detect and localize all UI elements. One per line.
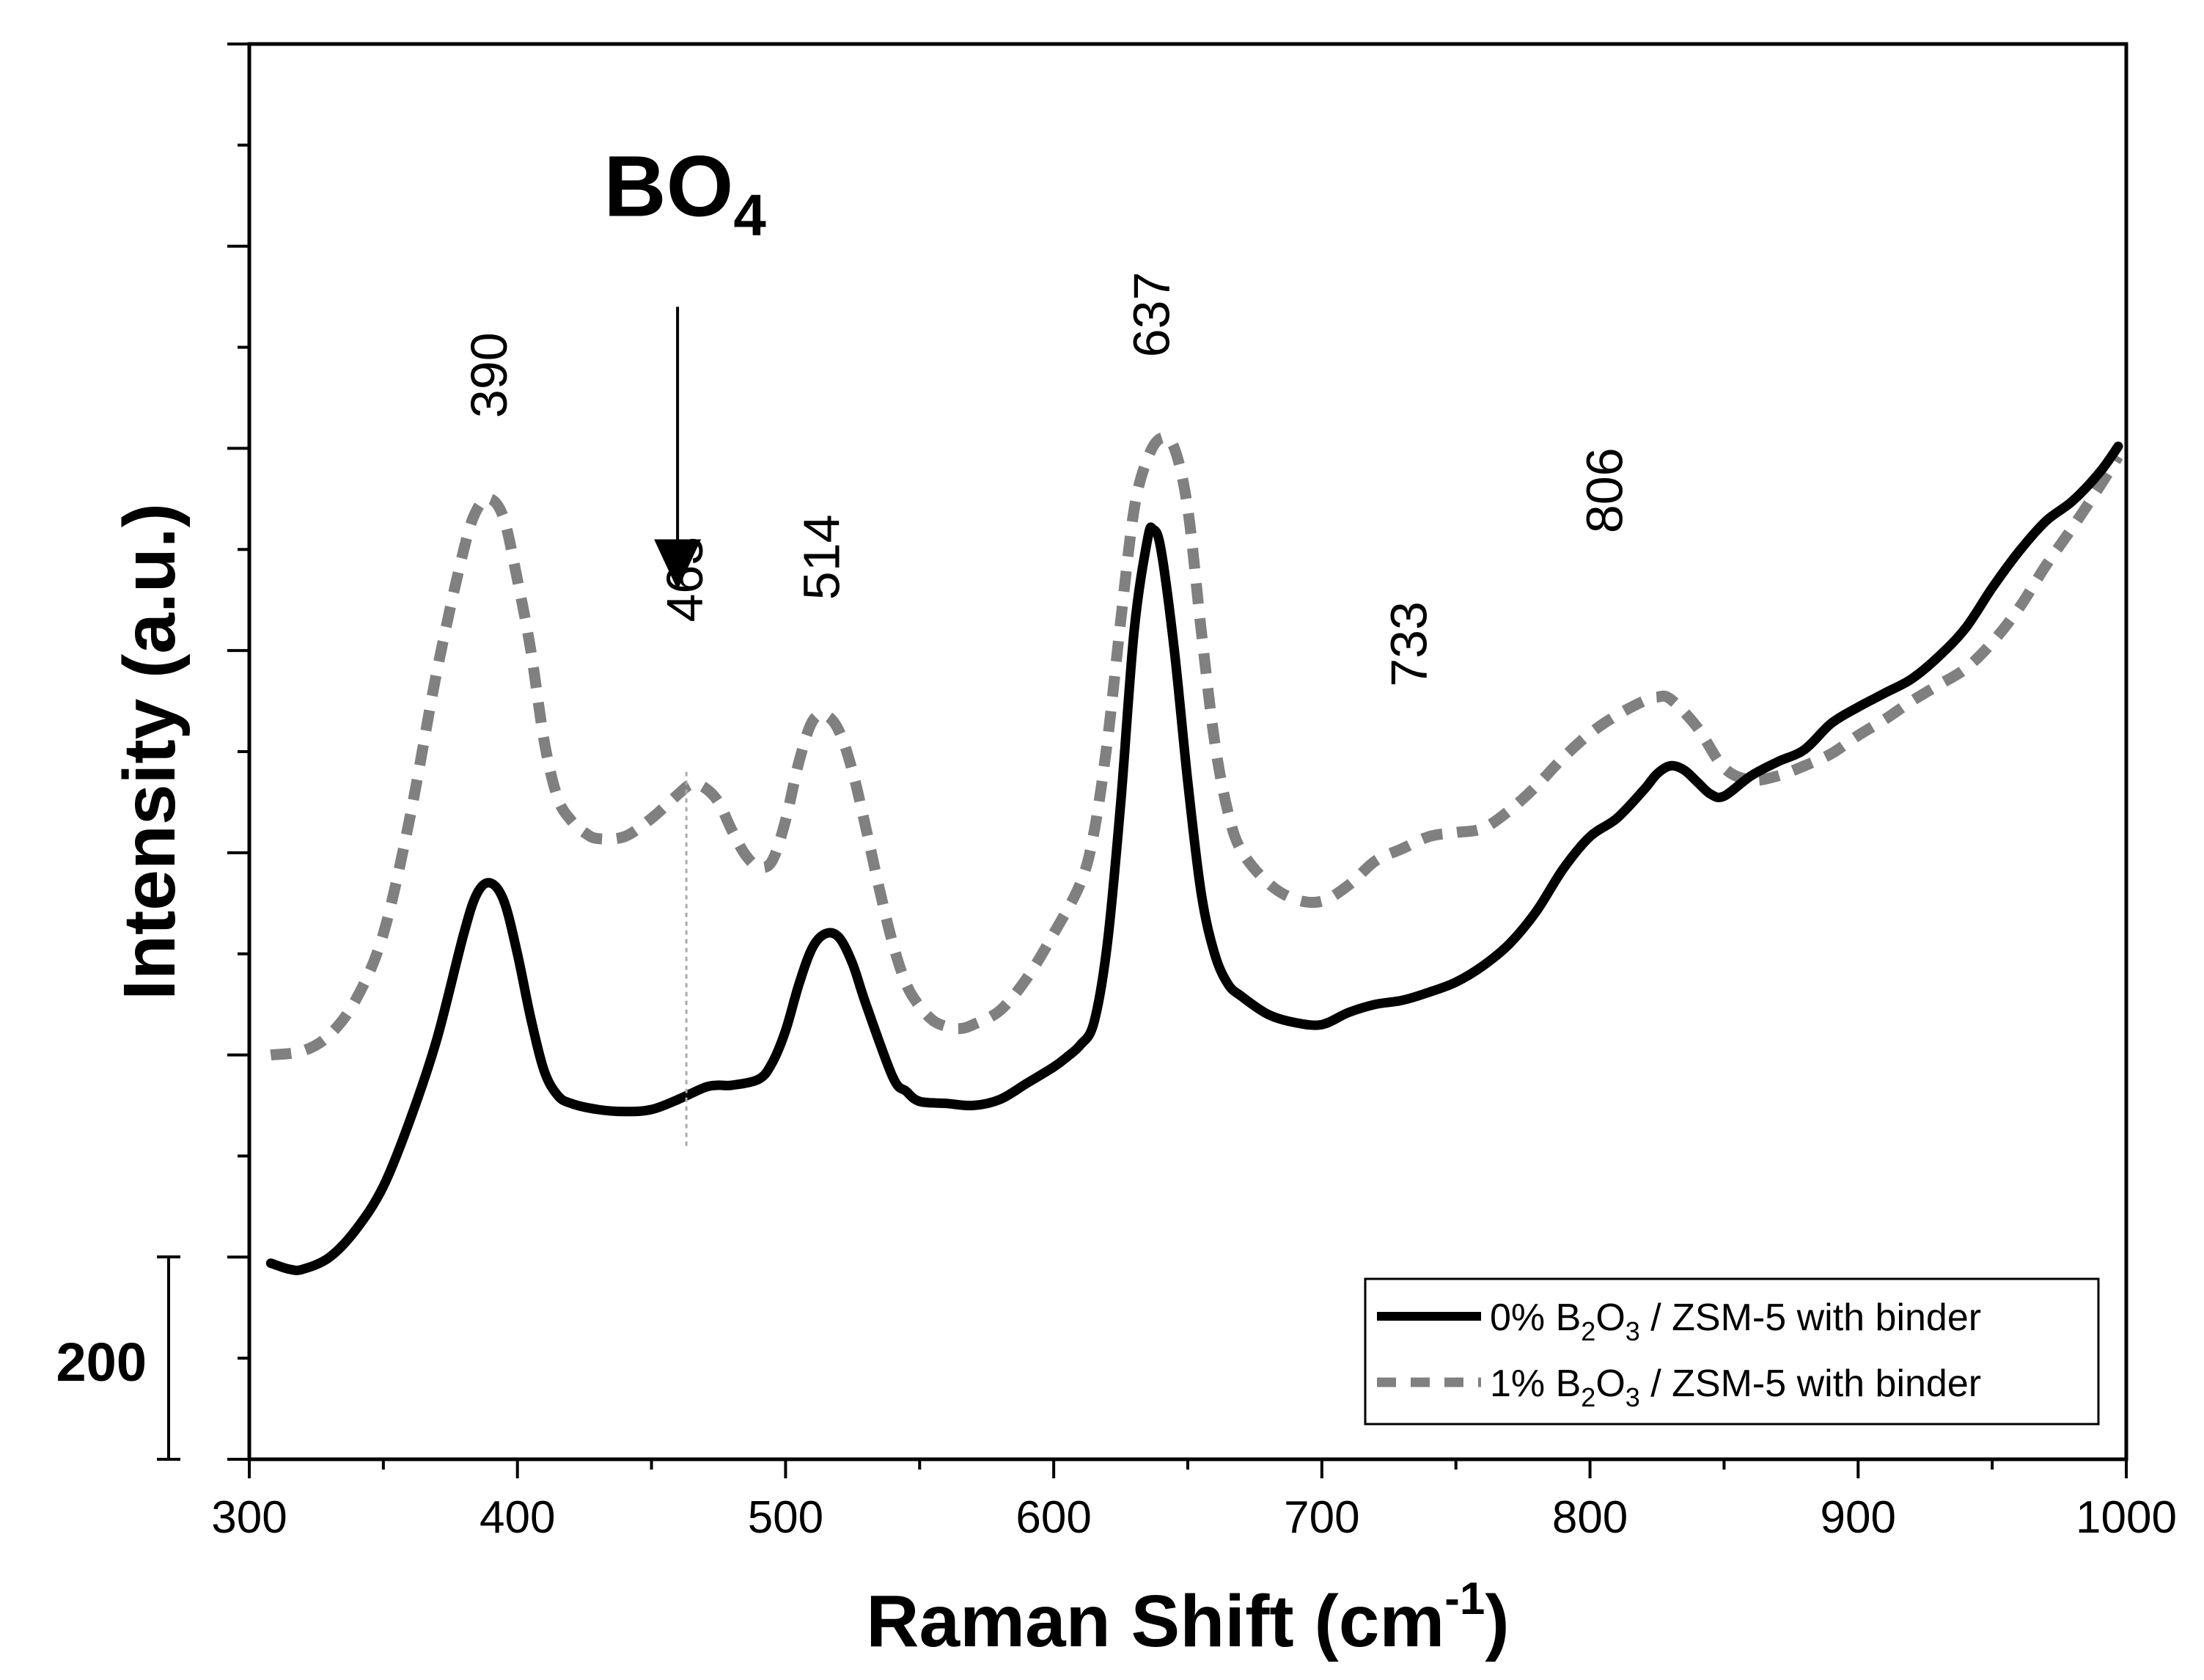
legend-1-sub-3: 3 [1626,1382,1640,1412]
legend-1-part-o: O [1595,1362,1625,1405]
x-axis-title-main: Raman Shift (cm [866,1580,1444,1662]
x-tick-label: 600 [1015,1492,1091,1543]
x-axis-title-sup: -1 [1444,1574,1485,1624]
legend-0-part-a: 0% B [1490,1296,1581,1339]
plot-frame [247,42,2128,1461]
x-tick-label: 700 [1284,1492,1359,1543]
legend-box [1364,1277,2100,1426]
legend-label-1: 1% B2O3 / ZSM-5 with binder [1490,1362,1981,1412]
axis-ticks [227,43,2128,1478]
bo4-label-sub: 4 [733,182,766,247]
legend-1-part-rest: / ZSM-5 with binder [1640,1362,1981,1405]
y-axis-title: Intensity (a.u.) [109,503,191,1000]
peak-label-514: 514 [793,514,851,600]
legend-0-sub-2: 2 [1581,1316,1595,1346]
series-0pct-b2o3-line [265,441,2123,1275]
legend-0-sub-3: 3 [1626,1316,1640,1346]
x-axis-title-suffix: ) [1485,1580,1509,1662]
peak-label-733: 733 [1381,601,1438,687]
series-1pct-b2o3-line [270,432,2123,1061]
x-axis-title: Raman Shift (cm-1) [866,1574,1509,1662]
legend-1-part-a: 1% B [1490,1362,1581,1405]
series-layer [265,432,2123,1275]
scale-bar: 200 [56,1255,180,1461]
peak-label-390: 390 [460,332,518,418]
legend-0-part-rest: / ZSM-5 with binder [1640,1296,1981,1339]
peak-label-637: 637 [1123,272,1180,358]
x-tick-labels: 300 400 500 600 700 800 900 1000 [211,1492,2177,1543]
bo4-label-main: BO [603,138,733,235]
legend-0-part-o: O [1595,1296,1625,1339]
legend-1-sub-2: 2 [1581,1382,1595,1412]
x-tick-label: 500 [748,1492,823,1543]
x-tick-label: 300 [211,1492,287,1543]
bo4-label: BO4 [603,138,766,247]
peak-label-806: 806 [1576,447,1634,533]
scale-bar-label: 200 [56,1332,147,1393]
x-tick-label: 900 [1821,1492,1896,1543]
legend-label-0: 0% B2O3 / ZSM-5 with binder [1490,1296,1981,1346]
x-tick-label: 400 [480,1492,555,1543]
legend: 0% B2O3 / ZSM-5 with binder 1% B2O3 / ZS… [1364,1277,2100,1426]
bo4-arrow-head [654,539,702,590]
x-tick-label: 1000 [2076,1492,2177,1543]
x-tick-label: 800 [1552,1492,1628,1543]
